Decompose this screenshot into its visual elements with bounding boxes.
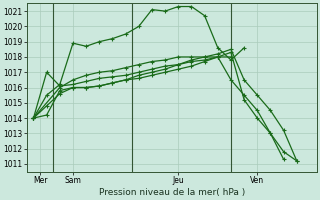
X-axis label: Pression niveau de la mer( hPa ): Pression niveau de la mer( hPa )	[99, 188, 245, 197]
